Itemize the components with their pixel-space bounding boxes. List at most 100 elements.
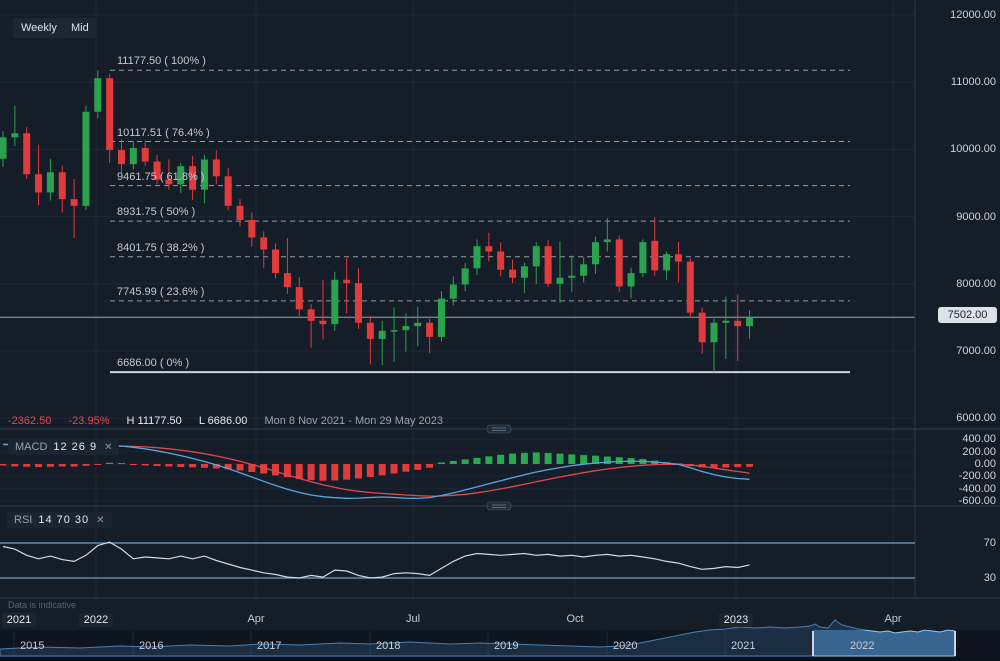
candle-body[interactable] — [509, 269, 517, 278]
candle-body[interactable] — [366, 322, 374, 339]
candle-body[interactable] — [224, 176, 232, 206]
x-axis-label[interactable]: Jul — [405, 613, 421, 625]
candle-body[interactable] — [734, 320, 742, 327]
candle-body[interactable] — [686, 261, 694, 313]
navigator-selected-area[interactable] — [0, 620, 955, 657]
macd-histogram-bar — [58, 464, 66, 467]
panel-resize-grip[interactable] — [486, 424, 512, 434]
candle-body[interactable] — [639, 242, 647, 274]
candle-body[interactable] — [331, 279, 339, 325]
candle-body[interactable] — [46, 172, 54, 193]
candle-body[interactable] — [402, 326, 410, 331]
candle-body[interactable] — [212, 159, 220, 177]
macd-histogram-bar — [568, 454, 576, 464]
candle-body[interactable] — [663, 254, 671, 271]
candle-body[interactable] — [319, 320, 327, 325]
candle-body[interactable] — [355, 283, 362, 323]
candle-body[interactable] — [390, 330, 398, 332]
candle-body[interactable] — [627, 273, 635, 287]
navigator-right-handle[interactable] — [954, 631, 956, 656]
x-axis-label[interactable]: Apr — [247, 613, 265, 625]
rsi-params: 14 70 30 — [38, 514, 90, 526]
x-axis-label[interactable]: 2023 — [718, 613, 754, 627]
candle-body[interactable] — [11, 133, 19, 138]
candle-body[interactable] — [461, 268, 469, 285]
candle-body[interactable] — [260, 237, 268, 250]
mid-price-button[interactable]: Mid — [63, 18, 97, 38]
navigator-left-handle[interactable] — [812, 631, 814, 656]
candle-body[interactable] — [189, 166, 197, 190]
panel-resize-grip[interactable] — [486, 501, 512, 511]
candle-body[interactable] — [674, 254, 682, 262]
macd-histogram-bar — [355, 464, 362, 479]
candle-body[interactable] — [283, 273, 291, 288]
interval-button[interactable]: Weekly — [13, 18, 65, 38]
x-axis-label[interactable]: 2022 — [78, 613, 114, 627]
navigator-year-label: 2017 — [257, 640, 282, 652]
candle-body[interactable] — [177, 166, 185, 185]
candle-body[interactable] — [23, 133, 31, 175]
macd-histogram-bar — [331, 464, 339, 481]
candle-body[interactable] — [129, 148, 137, 165]
candle-body[interactable] — [0, 137, 7, 159]
x-axis-label[interactable]: Oct — [566, 613, 584, 625]
macd-indicator-chip[interactable]: MACD 12 26 9 ✕ — [8, 439, 120, 455]
candle-body[interactable] — [35, 174, 43, 193]
candle-body[interactable] — [746, 317, 754, 327]
candle-body[interactable] — [580, 264, 588, 276]
candle-body[interactable] — [165, 179, 173, 185]
candle-body[interactable] — [449, 284, 457, 299]
fib-level-label: 7745.99 ( 23.6% ) — [117, 286, 205, 298]
x-axis-label[interactable]: Apr — [884, 613, 902, 625]
macd-histogram-bar — [11, 464, 19, 467]
candle-body[interactable] — [200, 159, 208, 190]
candle-body[interactable] — [153, 161, 161, 180]
candle-body[interactable] — [106, 78, 114, 151]
candle-body[interactable] — [141, 148, 149, 162]
candle-body[interactable] — [497, 251, 505, 270]
candle-body[interactable] — [722, 320, 730, 323]
candle-body[interactable] — [343, 279, 351, 284]
rsi-close-icon[interactable]: ✕ — [96, 515, 105, 526]
candle-body[interactable] — [58, 172, 66, 200]
macd-close-icon[interactable]: ✕ — [104, 442, 113, 453]
navigator-year-label: 2022 — [850, 640, 875, 652]
candle-body[interactable] — [615, 239, 623, 287]
candle-body[interactable] — [556, 277, 564, 284]
candle-body[interactable] — [378, 330, 386, 339]
macd-histogram-bar — [70, 464, 78, 467]
candle-body[interactable] — [698, 312, 706, 343]
candle-body[interactable] — [520, 266, 528, 278]
candle-body[interactable] — [70, 199, 78, 206]
candle-body[interactable] — [94, 78, 102, 112]
candle-body[interactable] — [248, 219, 256, 238]
macd-histogram-bar — [283, 464, 291, 478]
rsi-indicator-chip[interactable]: RSI 14 70 30 ✕ — [7, 512, 112, 528]
candle-body[interactable] — [426, 322, 434, 337]
candle-body[interactable] — [437, 298, 445, 337]
candle-body[interactable] — [544, 246, 552, 284]
macd-histogram-bar — [106, 462, 114, 464]
candle-body[interactable] — [272, 249, 280, 274]
macd-histogram-bar — [580, 455, 588, 464]
candle-body[interactable] — [82, 111, 90, 206]
candle-body[interactable] — [592, 242, 599, 265]
candle-body[interactable] — [473, 246, 481, 269]
candle-body[interactable] — [236, 205, 244, 220]
macd-histogram-bar — [153, 464, 161, 466]
candle-body[interactable] — [568, 275, 576, 278]
candle-body[interactable] — [307, 309, 315, 321]
candle-body[interactable] — [295, 287, 303, 310]
candle-body[interactable] — [532, 246, 540, 267]
candle-body[interactable] — [603, 239, 611, 243]
x-axis-label[interactable]: 2021 — [1, 613, 37, 627]
macd-histogram-bar — [0, 464, 7, 466]
candle-body[interactable] — [414, 322, 422, 327]
navigator-year-label: 2019 — [494, 640, 519, 652]
candle-body[interactable] — [710, 322, 718, 343]
candle-body[interactable] — [118, 150, 125, 165]
candle-body[interactable] — [651, 240, 659, 271]
candle-body[interactable] — [485, 246, 493, 252]
